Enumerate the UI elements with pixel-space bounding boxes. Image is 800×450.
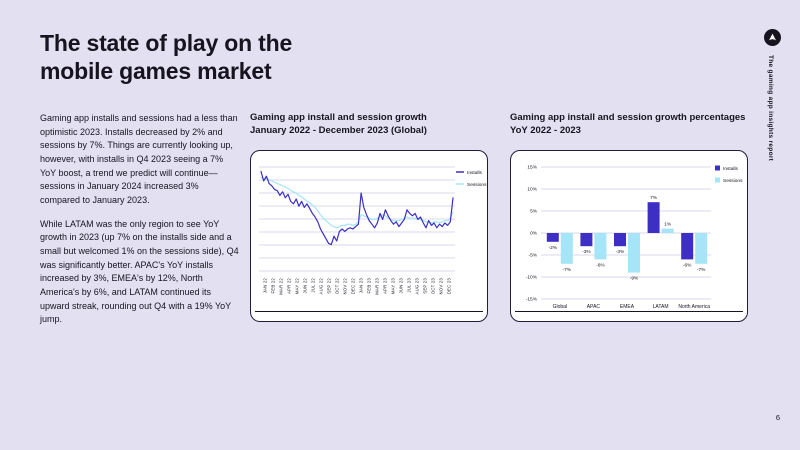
svg-text:OCT 22: OCT 22 xyxy=(335,278,340,295)
bar-chart-card: 15% 10% 5% 0% -5% -10% -15% -2% -7% Global -3% -6% A… xyxy=(510,150,748,322)
body-text-column: Gaming app installs and sessions had a l… xyxy=(40,112,240,337)
bar-installs-latam xyxy=(647,202,660,233)
line-chart-svg: JAN 22 FEB 22 MAR 22 APR 22 MAY 22 JUN 22 JUL … xyxy=(255,166,487,312)
svg-text:SEP 23: SEP 23 xyxy=(423,278,428,294)
bar-installs-north-america xyxy=(681,233,694,260)
svg-text:15%: 15% xyxy=(527,165,537,171)
bar-installs-emea xyxy=(614,233,626,247)
line-chart-legend: Installs Sessions xyxy=(456,170,487,188)
line-chart-card: JAN 22 FEB 22 MAR 22 APR 22 MAY 22 JUN 22 JUL … xyxy=(250,150,488,322)
bar-chart-block: Gaming app install and session growth pe… xyxy=(510,111,748,322)
svg-text:JUN 23: JUN 23 xyxy=(399,278,404,294)
adjust-logo-icon xyxy=(764,29,781,46)
bar-sessions-apac xyxy=(594,233,607,260)
line-chart-gridlines xyxy=(259,166,455,272)
svg-text:JAN 22: JAN 22 xyxy=(263,278,268,294)
svg-text:FEB 22: FEB 22 xyxy=(271,278,276,294)
svg-text:-9%: -9% xyxy=(630,276,639,282)
bar-sessions-emea xyxy=(628,233,640,273)
svg-text:DEC 23: DEC 23 xyxy=(447,278,452,295)
svg-text:Sessions: Sessions xyxy=(467,182,487,188)
svg-text:-3%: -3% xyxy=(616,249,625,255)
svg-text:-7%: -7% xyxy=(697,267,706,273)
svg-text:NOV 23: NOV 23 xyxy=(439,278,444,295)
svg-text:North America: North America xyxy=(678,304,710,310)
svg-text:EMEA: EMEA xyxy=(620,304,635,310)
bar-chart-title: Gaming app install and session growth pe… xyxy=(510,112,746,137)
svg-text:FEB 23: FEB 23 xyxy=(367,278,372,294)
bar-sessions-global xyxy=(560,233,573,264)
svg-text:5%: 5% xyxy=(530,209,538,215)
line-chart-block: Gaming app install and session growth Ja… xyxy=(250,111,488,322)
bar-installs-apac xyxy=(580,233,593,247)
svg-text:-2%: -2% xyxy=(549,245,558,251)
svg-text:Installs: Installs xyxy=(723,166,739,172)
svg-text:JUN 22: JUN 22 xyxy=(303,278,308,294)
side-report-label: The gaming app insights report xyxy=(767,55,774,162)
svg-text:MAR 23: MAR 23 xyxy=(375,278,380,295)
svg-text:Installs: Installs xyxy=(467,170,483,176)
svg-text:-15%: -15% xyxy=(526,297,538,303)
svg-text:DEC 22: DEC 22 xyxy=(351,278,356,295)
svg-text:1%: 1% xyxy=(664,222,672,228)
svg-text:AUG 23: AUG 23 xyxy=(415,278,420,295)
body-paragraph-1: Gaming app installs and sessions had a l… xyxy=(40,113,238,206)
svg-text:-3%: -3% xyxy=(582,249,591,255)
bar-chart-svg: 15% 10% 5% 0% -5% -10% -15% -2% -7% Global -3% -6% A… xyxy=(515,165,743,312)
bar-sessions-north-america xyxy=(695,233,708,264)
svg-text:10%: 10% xyxy=(527,187,537,193)
svg-text:-7%: -7% xyxy=(563,267,572,273)
svg-text:JAN 23: JAN 23 xyxy=(359,278,364,294)
page-title: The state of play on the mobile games ma… xyxy=(40,30,293,84)
svg-text:-6%: -6% xyxy=(596,262,605,268)
line-series-installs xyxy=(260,170,454,246)
line-chart-title: Gaming app install and session growth Ja… xyxy=(250,112,427,137)
svg-text:MAY 23: MAY 23 xyxy=(391,278,396,294)
svg-text:Global: Global xyxy=(553,304,567,310)
svg-text:LATAM: LATAM xyxy=(653,304,669,310)
svg-text:JUL 22: JUL 22 xyxy=(311,278,316,293)
line-series-sessions xyxy=(260,176,454,229)
bar-installs-global xyxy=(546,233,559,242)
svg-text:MAY 22: MAY 22 xyxy=(295,278,300,294)
svg-text:SEP 22: SEP 22 xyxy=(327,278,332,294)
line-chart-x-labels: JAN 22 FEB 22 MAR 22 APR 22 MAY 22 JUN 22 JUL … xyxy=(263,278,452,295)
svg-text:AUG 22: AUG 22 xyxy=(319,278,324,295)
svg-text:-5%: -5% xyxy=(528,253,537,259)
svg-text:0%: 0% xyxy=(530,231,538,237)
bar-chart-legend: Installs Sessions xyxy=(715,165,743,184)
svg-text:Sessions: Sessions xyxy=(723,178,743,184)
svg-text:7%: 7% xyxy=(650,195,658,201)
svg-text:MAR 22: MAR 22 xyxy=(279,278,284,295)
svg-text:NOV 22: NOV 22 xyxy=(343,278,348,295)
svg-text:-6%: -6% xyxy=(683,262,692,268)
page-number: 6 xyxy=(775,413,781,422)
svg-text:-10%: -10% xyxy=(526,275,538,281)
svg-text:APR 23: APR 23 xyxy=(383,278,388,294)
svg-text:APAC: APAC xyxy=(587,304,601,310)
body-paragraph-2: While LATAM was the only region to see Y… xyxy=(40,218,239,325)
bar-chart-bars: -2% -7% Global -3% -6% APAC -3% -9% EMEA 7% 1% LATA… xyxy=(546,195,710,310)
bar-sessions-latam xyxy=(661,228,674,233)
svg-text:OCT 23: OCT 23 xyxy=(431,278,436,295)
svg-text:APR 22: APR 22 xyxy=(287,278,292,294)
svg-text:JUL 23: JUL 23 xyxy=(407,278,412,293)
